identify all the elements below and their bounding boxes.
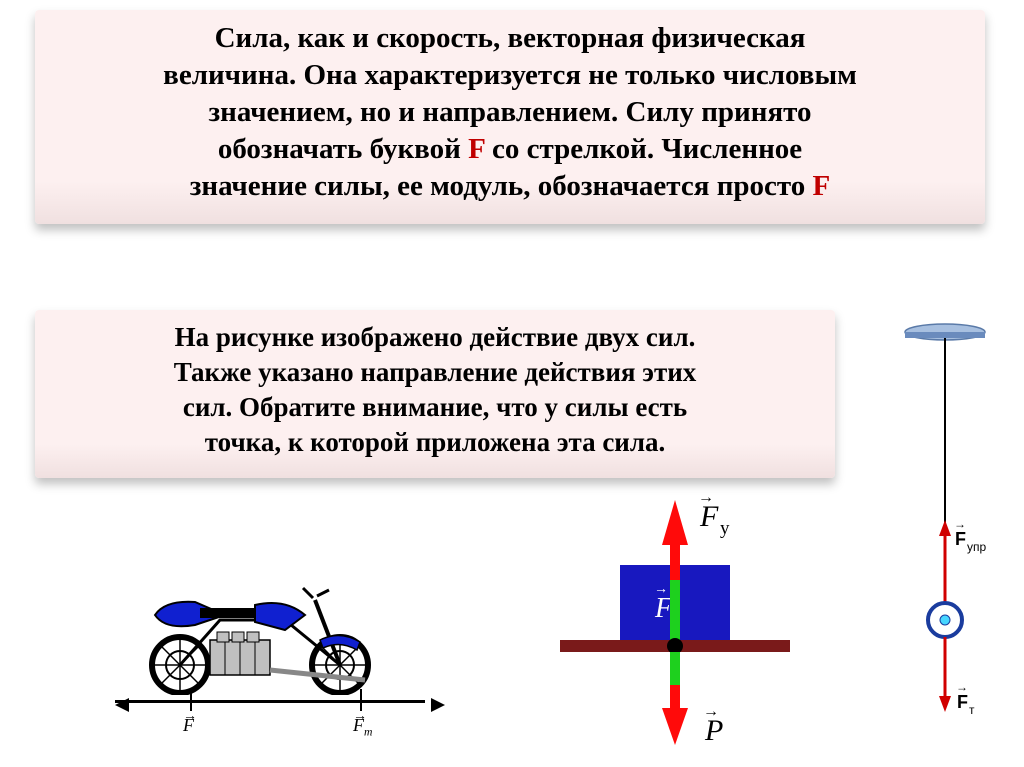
def-line: значением, но и направлением. Силу приня… [209, 96, 812, 128]
svg-text:F: F [955, 529, 966, 549]
motorcycle-diagram: →F →Fт [115, 560, 445, 740]
svg-text:→: → [698, 490, 714, 506]
block-forces-diagram: F → т F → у P → [550, 490, 800, 750]
arrow-left-icon [115, 698, 129, 712]
spring-ball-diagram: F → упр F → т [895, 320, 1005, 740]
caption-line: точка, к которой приложена эта сила. [205, 427, 666, 457]
definition-text-box: Сила, как и скорость, векторная физическ… [35, 10, 985, 224]
svg-text:у: у [720, 518, 730, 539]
tick-mark [360, 689, 362, 711]
motorcycle-icon [125, 560, 405, 695]
def-line: значение силы, ее модуль, обозначается п… [190, 170, 813, 202]
arrow-right-icon [431, 698, 445, 712]
svg-text:→: → [956, 680, 968, 694]
def-line: обозначать буквой [218, 133, 468, 165]
svg-text:F: F [957, 692, 968, 712]
figure-caption-box: На рисунке изображено действие двух сил.… [35, 310, 835, 478]
force-symbol: F [468, 133, 485, 165]
svg-text:→: → [654, 582, 668, 597]
caption-line: Также указано направление действия этих [174, 357, 697, 387]
svg-text:→: → [954, 517, 966, 531]
def-line: со стрелкой. Численное [485, 133, 802, 165]
def-line: величина. Она характеризуется не только … [163, 59, 857, 91]
caption-line: сил. Обратите внимание, что у силы есть [183, 392, 687, 422]
def-line: Сила, как и скорость, векторная физическ… [215, 22, 806, 54]
svg-text:→: → [703, 703, 719, 720]
caption-line: На рисунке изображено действие двух сил. [175, 322, 696, 352]
ground-line [115, 700, 425, 703]
force-label-f: →F [183, 715, 194, 736]
svg-text:т: т [969, 703, 975, 717]
svg-text:упр: упр [967, 540, 986, 554]
force-label-ft: →Fт [353, 715, 372, 739]
tick-mark [190, 689, 192, 711]
force-symbol: F [813, 170, 831, 202]
